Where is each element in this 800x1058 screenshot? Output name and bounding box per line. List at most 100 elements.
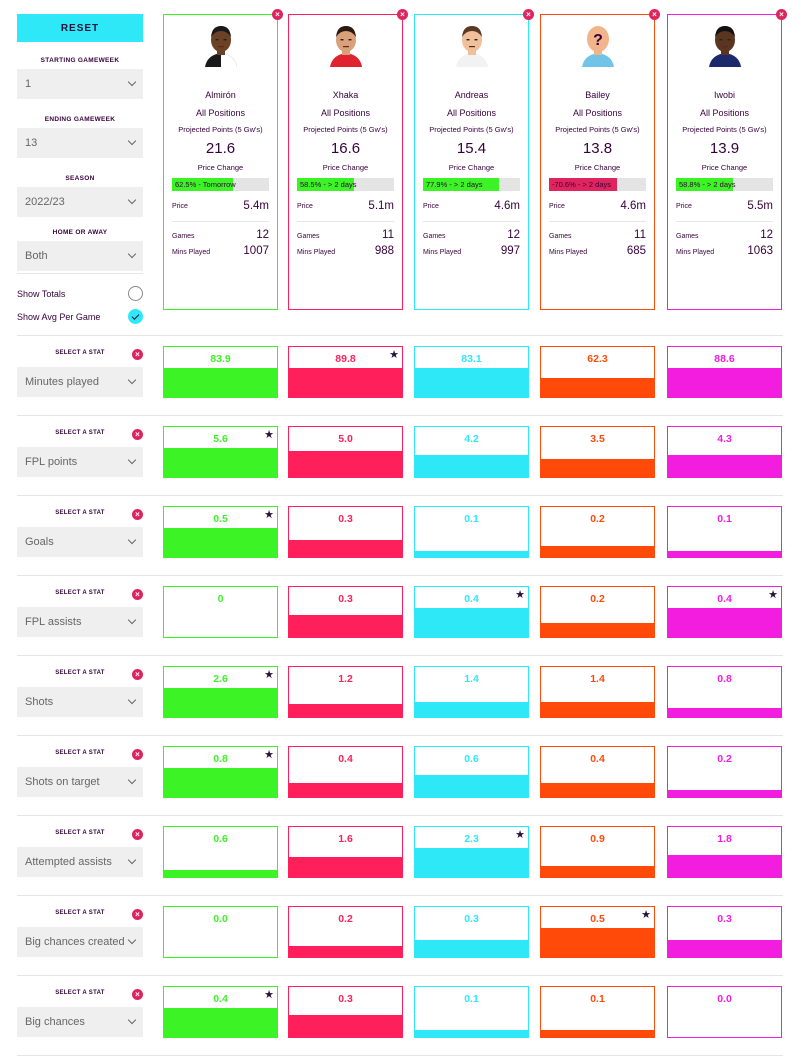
- remove-player-icon[interactable]: ×: [776, 9, 787, 20]
- starting-gameweek-select[interactable]: 1: [17, 69, 143, 99]
- stat-value: 4.3: [717, 433, 732, 445]
- stat-select[interactable]: Attempted assists: [17, 847, 143, 877]
- stat-bar-fill: [289, 857, 402, 877]
- stat-value-box: 2.3 ★: [414, 826, 529, 878]
- chevron-down-icon: [127, 775, 137, 785]
- star-icon: ★: [264, 429, 274, 441]
- stat-select[interactable]: Shots on target: [17, 767, 143, 797]
- divider: [297, 221, 394, 222]
- player-card: × Iwobi All Positions Projected Points (…: [667, 9, 787, 310]
- stat-value: 0.2: [590, 513, 605, 525]
- ending-gameweek-select[interactable]: 13: [17, 128, 143, 158]
- stat-select-value: FPL assists: [25, 616, 82, 628]
- stat-select-value: Goals: [25, 536, 54, 548]
- remove-stat-icon[interactable]: ×: [132, 669, 143, 680]
- stat-select-value: Shots: [25, 696, 54, 708]
- stat-value-box: 0.3: [288, 986, 403, 1038]
- stat-value-box: 1.4: [414, 666, 529, 718]
- stat-bar-fill: [164, 869, 277, 877]
- divider: [17, 735, 783, 736]
- mins-played-label: Mins Played: [423, 249, 462, 256]
- chevron-down-icon: [127, 136, 137, 146]
- price-change-label: Price Change: [448, 163, 495, 172]
- mins-played-label: Mins Played: [549, 249, 588, 256]
- price-label: Price: [676, 203, 692, 210]
- stat-value-box: 1.2: [288, 666, 403, 718]
- stat-value: 0.2: [717, 753, 732, 765]
- home-away-label: HOME OR AWAY: [52, 229, 108, 236]
- player-position: All Positions: [446, 108, 497, 118]
- price-label: Price: [549, 203, 565, 210]
- stat-value: 0.4: [717, 593, 732, 605]
- stat-select[interactable]: Big chances created: [17, 927, 143, 957]
- divider: [17, 495, 783, 496]
- season-select[interactable]: 2022/23: [17, 187, 143, 217]
- stat-bar-fill: [541, 1029, 654, 1037]
- price-change-fill: [297, 178, 354, 191]
- stat-bar-fill: [668, 854, 781, 877]
- show-avg-toggle[interactable]: Show Avg Per Game: [17, 309, 143, 324]
- player-position: All Positions: [572, 108, 623, 118]
- remove-stat-icon[interactable]: ×: [132, 909, 143, 920]
- player-card: × Almirón All Positions Projected Points…: [163, 9, 283, 310]
- stat-value-box: 0.2: [288, 906, 403, 958]
- stat-bar-fill: [164, 688, 277, 717]
- show-totals-radio[interactable]: [128, 286, 143, 301]
- stat-select[interactable]: Goals: [17, 527, 143, 557]
- projected-points-value: 16.6: [330, 140, 361, 157]
- select-stat-label: SELECT A STAT: [55, 510, 105, 516]
- reset-button[interactable]: RESET: [17, 14, 143, 42]
- star-icon: ★: [515, 589, 525, 601]
- stat-value-box: 1.8: [667, 826, 782, 878]
- stat-bar-fill: [415, 368, 528, 397]
- remove-player-icon[interactable]: ×: [397, 9, 408, 20]
- remove-player-icon[interactable]: ×: [272, 9, 283, 20]
- remove-stat-icon[interactable]: ×: [132, 829, 143, 840]
- stat-bar-fill: [289, 368, 402, 397]
- remove-stat-icon[interactable]: ×: [132, 509, 143, 520]
- stat-select[interactable]: Big chances: [17, 1007, 143, 1037]
- price-change-fill: [676, 178, 734, 191]
- remove-stat-icon[interactable]: ×: [132, 429, 143, 440]
- stat-bar-fill: [541, 458, 654, 477]
- price-value: 5.1m: [368, 200, 394, 212]
- remove-player-icon[interactable]: ×: [649, 9, 660, 20]
- stat-bar-fill: [541, 545, 654, 557]
- show-totals-toggle[interactable]: Show Totals: [17, 286, 143, 301]
- stat-select[interactable]: FPL assists: [17, 607, 143, 637]
- stat-bar-fill: [289, 703, 402, 717]
- stat-bar-fill: [164, 528, 277, 557]
- price-change-label: Price Change: [197, 163, 244, 172]
- stat-select[interactable]: Minutes played: [17, 367, 143, 397]
- player-name: Andreas: [454, 90, 489, 100]
- mins-played-label: Mins Played: [297, 249, 336, 256]
- stat-select-value: Big chances created: [25, 936, 125, 948]
- games-value: 12: [507, 229, 520, 241]
- remove-stat-icon[interactable]: ×: [132, 989, 143, 1000]
- remove-stat-icon[interactable]: ×: [132, 589, 143, 600]
- stat-value: 0.0: [213, 913, 228, 925]
- show-avg-radio[interactable]: [128, 309, 143, 324]
- divider: [17, 975, 783, 976]
- remove-player-icon[interactable]: ×: [523, 9, 534, 20]
- divider: [17, 1055, 783, 1056]
- stat-value-box: 0: [163, 586, 278, 638]
- stat-value-box: 0.1: [414, 986, 529, 1038]
- home-away-select[interactable]: Both: [17, 241, 143, 271]
- divider: [17, 335, 783, 336]
- stat-value-box: 0.8: [667, 666, 782, 718]
- stat-value-box: 0.5 ★: [163, 506, 278, 558]
- stat-select[interactable]: FPL points: [17, 447, 143, 477]
- stat-value-box: 2.6 ★: [163, 666, 278, 718]
- remove-stat-icon[interactable]: ×: [132, 749, 143, 760]
- stat-value-box: 0.0: [163, 906, 278, 958]
- player-card: × Xhaka All Positions Projected Points (…: [288, 9, 408, 310]
- remove-stat-icon[interactable]: ×: [132, 349, 143, 360]
- show-totals-label: Show Totals: [17, 288, 66, 299]
- stat-bar-fill: [289, 1015, 402, 1037]
- stat-value: 0.8: [213, 753, 228, 765]
- stat-value: 0.6: [464, 753, 479, 765]
- stat-select[interactable]: Shots: [17, 687, 143, 717]
- stat-value-box: 1.4: [540, 666, 655, 718]
- stat-value-box: 0.6: [163, 826, 278, 878]
